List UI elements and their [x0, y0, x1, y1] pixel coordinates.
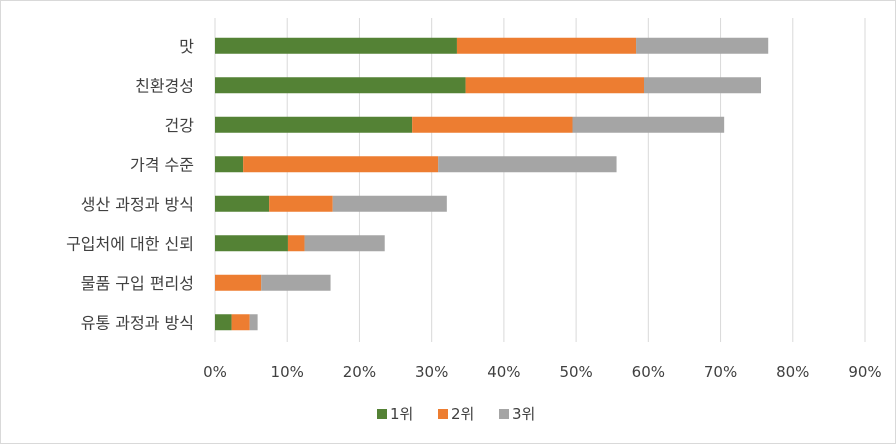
- bar-segment: [261, 274, 331, 291]
- bar-segment: [215, 37, 457, 54]
- legend-label: 1위: [390, 405, 413, 423]
- bar-segment: [644, 77, 761, 94]
- legend-swatch: [377, 409, 387, 419]
- bar-segment: [332, 195, 447, 212]
- bar-segment: [215, 195, 270, 212]
- x-tick-label: 80%: [776, 363, 809, 381]
- x-tick-label: 60%: [632, 363, 665, 381]
- bar-segment: [215, 156, 244, 173]
- bar-segment: [456, 37, 637, 54]
- category-label: 가격 수준: [130, 155, 194, 174]
- x-tick-label: 40%: [487, 363, 520, 381]
- bar-segment: [231, 314, 250, 331]
- bar-segment: [438, 156, 617, 173]
- legend-swatch: [438, 409, 448, 419]
- x-tick-label: 70%: [704, 363, 737, 381]
- bar-segment: [636, 37, 769, 54]
- bar-segment: [243, 156, 439, 173]
- category-label: 구입처에 대한 신뢰: [66, 234, 194, 253]
- legend: 1위 2위 3위: [377, 405, 535, 423]
- bar-segment: [465, 77, 644, 94]
- bars: [215, 37, 769, 331]
- category-label: 물품 구입 편리성: [81, 274, 194, 293]
- bar-segment: [215, 77, 466, 94]
- category-label: 친환경성: [135, 76, 194, 95]
- x-tick-labels: 0% 10% 20% 30% 40% 50% 60% 70% 80% 90%: [203, 363, 882, 381]
- bar-segment: [572, 116, 725, 133]
- bar-segment: [215, 274, 262, 291]
- x-tick-label: 20%: [343, 363, 376, 381]
- category-label: 생산 과정과 방식: [81, 195, 194, 214]
- bar-segment: [215, 235, 288, 252]
- bar-segment: [269, 195, 333, 212]
- category-label: 건강: [165, 116, 195, 135]
- legend-label: 2위: [451, 405, 474, 423]
- bar-segment: [304, 235, 385, 252]
- bar-segment: [249, 314, 258, 331]
- x-tick-label: 90%: [848, 363, 881, 381]
- x-tick-label: 30%: [415, 363, 448, 381]
- legend-label: 3위: [512, 405, 535, 423]
- category-label: 유통 과정과 방식: [81, 313, 194, 332]
- bar-segment: [412, 116, 573, 133]
- category-label: 맛: [179, 37, 194, 56]
- bar-segment: [215, 116, 413, 133]
- gridlines: [214, 18, 866, 342]
- bar-segment: [287, 235, 305, 252]
- bar-segment: [215, 314, 232, 331]
- x-tick-label: 50%: [559, 363, 592, 381]
- x-tick-label: 10%: [271, 363, 304, 381]
- x-tick-label: 0%: [203, 363, 227, 381]
- legend-swatch: [499, 409, 509, 419]
